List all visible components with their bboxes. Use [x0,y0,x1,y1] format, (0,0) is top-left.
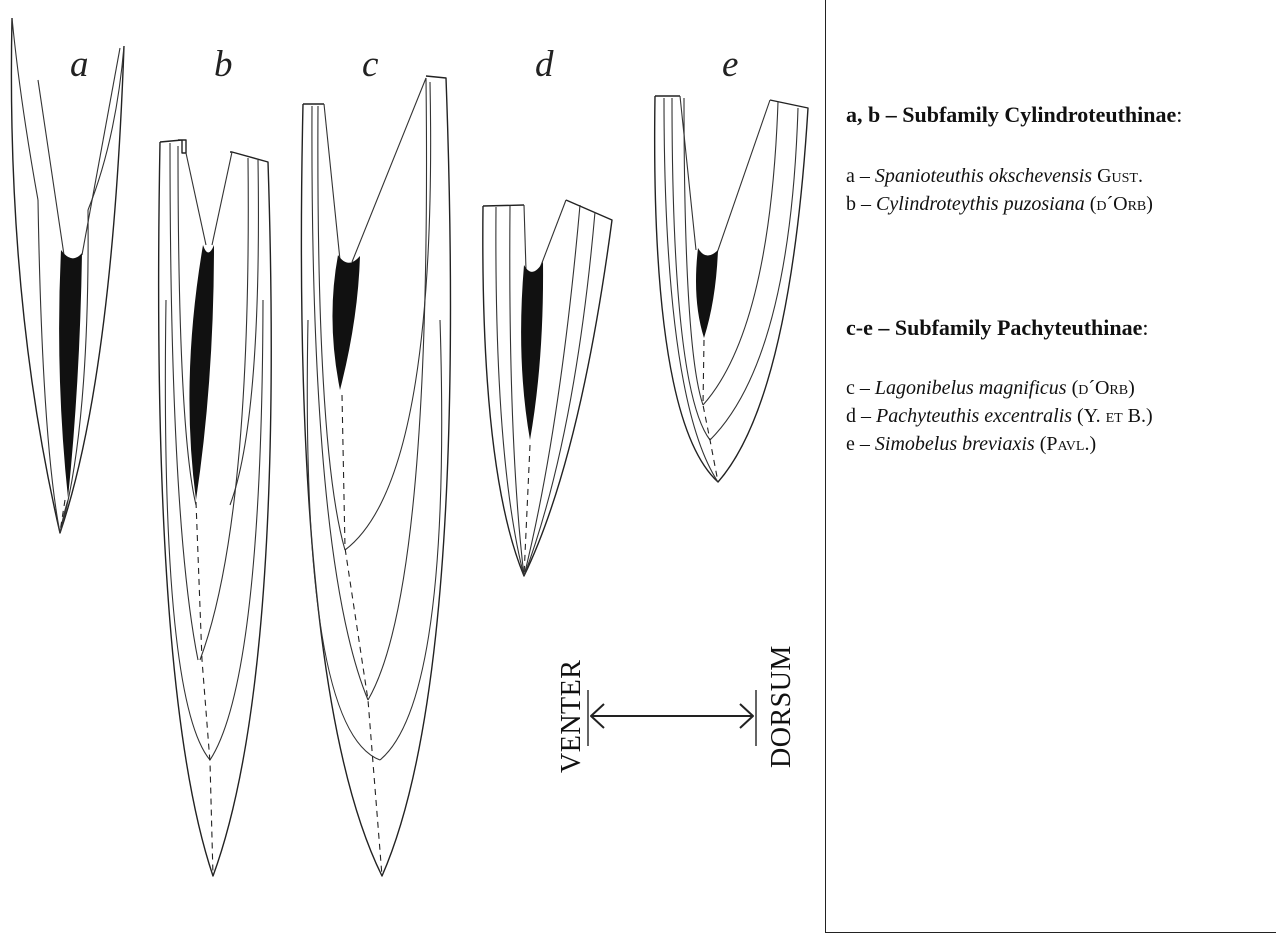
dorsum-label: DORSUM [766,645,797,768]
legend-panel: a, b – Subfamily Cylindroteuthinae: a – … [825,0,1276,933]
rostrum-e [653,95,809,483]
venter-label: VENTER [556,660,587,773]
panel-label-d: d [535,44,554,85]
legend-heading-pachyteuthinae: c-e – Subfamily Pachyteuthinae: [846,315,1149,340]
legend-item-a: a – Spanioteuthis okschevensis Gust. [846,165,1143,187]
legend-item-d: d – Pachyteuthis excentralis (Y. et B.) [846,405,1153,427]
rostrum-c [300,75,452,877]
rostrum-a [10,17,125,534]
panel-label-b: b [214,44,233,85]
rostrum-b [157,139,272,877]
panel-label-c: c [362,44,379,85]
rostrum-d [482,199,613,577]
panel-label-e: e [722,44,738,85]
legend-item-e: e – Simobelus breviaxis (Pavl.) [846,433,1097,455]
legend-item-c: c – Lagonibelus magnificus (d´Orb) [846,377,1135,399]
orientation-indicator: VENTER DORSUM [556,645,797,773]
legend-heading-cylindroteuthinae: a, b – Subfamily Cylindroteuthinae: [846,102,1183,127]
panel-label-a: a [70,44,89,85]
legend-item-b: b – Cylindroteythis puzosiana (d´Orb) [846,193,1153,215]
